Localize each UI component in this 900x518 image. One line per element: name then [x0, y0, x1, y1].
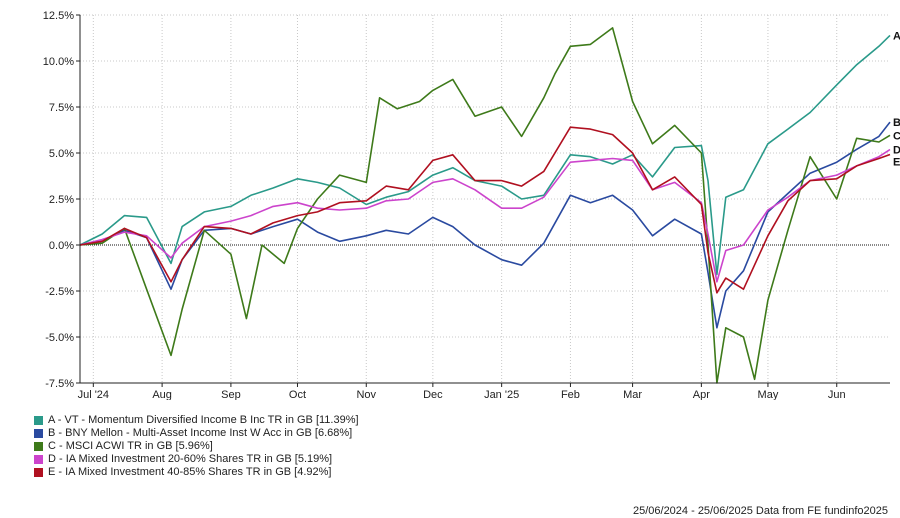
y-tick-label: 7.5%	[49, 102, 74, 114]
end-label-b: B	[893, 117, 900, 129]
series-line-b	[79, 121, 891, 329]
legend-item-b[interactable]: B - BNY Mellon - Multi-Asset Income Inst…	[34, 427, 359, 440]
legend-swatch	[34, 429, 43, 438]
x-tick-label: Mar	[623, 389, 642, 400]
x-tick-label: Nov	[356, 389, 376, 400]
x-tick-label: Jan '25	[484, 389, 519, 400]
performance-chart: 12.5% 10.0% 7.5% 5.0% 2.5% 0.0% -2.5% -5.0% -7.5…	[43, 10, 900, 400]
y-tick-label: 0.0%	[49, 240, 74, 252]
x-tick-label: May	[758, 389, 779, 400]
legend-swatch	[34, 468, 43, 477]
end-label-d: D	[893, 145, 900, 157]
series-line-a	[79, 34, 891, 276]
series-line-e	[79, 126, 891, 294]
end-label-a: A	[893, 30, 900, 42]
legend: A - VT - Momentum Diversified Income B I…	[34, 414, 359, 479]
y-tick-label: 12.5%	[43, 10, 74, 22]
x-tick-label: Dec	[423, 389, 443, 400]
legend-item-e[interactable]: E - IA Mixed Investment 40-85% Shares TR…	[34, 466, 359, 479]
y-tick-label: -5.0%	[45, 332, 74, 344]
x-tick-label: Oct	[289, 389, 306, 400]
legend-label: C - MSCI ACWI TR in GB [5.96%]	[48, 440, 213, 452]
x-tick-label: Apr	[693, 389, 710, 400]
legend-label: B - BNY Mellon - Multi-Asset Income Inst…	[48, 427, 353, 439]
legend-swatch	[34, 455, 43, 464]
x-tick-label: Feb	[561, 389, 580, 400]
grid-lines	[80, 14, 890, 384]
legend-item-c[interactable]: C - MSCI ACWI TR in GB [5.96%]	[34, 440, 359, 453]
legend-label: E - IA Mixed Investment 40-85% Shares TR…	[48, 466, 332, 478]
y-tick-label: -2.5%	[45, 286, 74, 298]
legend-label: A - VT - Momentum Diversified Income B I…	[48, 414, 359, 426]
legend-swatch	[34, 416, 43, 425]
x-tick-label: Aug	[152, 389, 172, 400]
series-line-c	[79, 27, 891, 384]
y-tick-label: 2.5%	[49, 194, 74, 206]
series-lines	[79, 27, 891, 384]
series-line-d	[79, 148, 891, 283]
x-tick-label: Jul '24	[78, 389, 109, 400]
legend-item-a[interactable]: A - VT - Momentum Diversified Income B I…	[34, 414, 359, 427]
date-range-source: 25/06/2024 - 25/06/2025 Data from FE fun…	[632, 505, 888, 517]
y-tick-label: -7.5%	[45, 378, 74, 390]
x-axis-ticks: Jul '24 Aug Sep Oct Nov Dec Jan '25 Feb Mar Apr Ma…	[78, 383, 846, 400]
legend-swatch	[34, 442, 43, 451]
y-axis-ticks: 12.5% 10.0% 7.5% 5.0% 2.5% 0.0% -2.5% -5.0% -7.5…	[43, 10, 80, 390]
end-label-e: E	[893, 157, 900, 169]
y-tick-label: 5.0%	[49, 148, 74, 160]
x-tick-label: Jun	[828, 389, 846, 400]
x-tick-label: Sep	[221, 389, 241, 400]
legend-label: D - IA Mixed Investment 20-60% Shares TR…	[48, 453, 333, 465]
end-label-c: C	[893, 130, 900, 142]
y-tick-label: 10.0%	[43, 56, 74, 68]
legend-item-d[interactable]: D - IA Mixed Investment 20-60% Shares TR…	[34, 453, 359, 466]
